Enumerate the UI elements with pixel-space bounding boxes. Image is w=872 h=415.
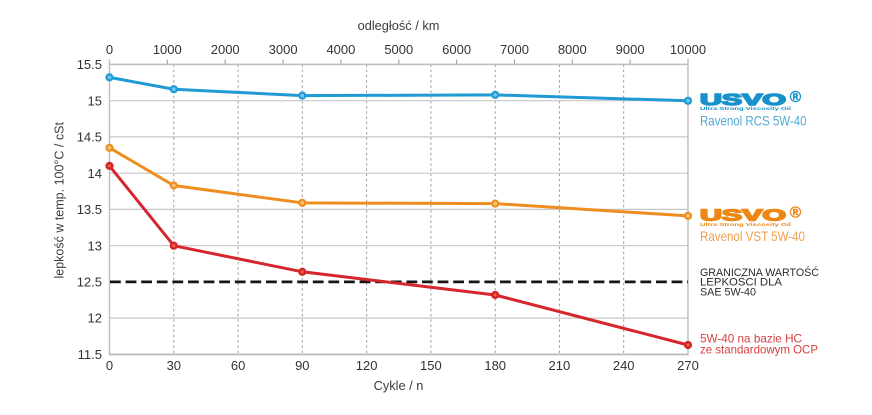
svg-text:Cykle / n: Cykle / n bbox=[374, 378, 424, 393]
svg-text:GRANICZNA WARTOŚĆ: GRANICZNA WARTOŚĆ bbox=[700, 266, 819, 279]
svg-text:5000: 5000 bbox=[384, 42, 413, 57]
svg-text:6000: 6000 bbox=[442, 42, 471, 57]
svg-text:10000: 10000 bbox=[670, 42, 706, 57]
svg-text:15: 15 bbox=[88, 93, 102, 108]
svg-text:13: 13 bbox=[88, 238, 102, 253]
svg-text:150: 150 bbox=[420, 358, 442, 373]
svg-text:4000: 4000 bbox=[326, 42, 355, 57]
svg-text:3000: 3000 bbox=[269, 42, 298, 57]
svg-text:2000: 2000 bbox=[211, 42, 240, 57]
svg-text:9000: 9000 bbox=[616, 42, 645, 57]
svg-text:14.5: 14.5 bbox=[77, 130, 102, 145]
svg-text:lepkość w temp. 100°C / cSt: lepkość w temp. 100°C / cSt bbox=[52, 122, 66, 279]
svg-text:Ravenol VST 5W-40: Ravenol VST 5W-40 bbox=[700, 228, 805, 244]
svg-text:USVO: USVO bbox=[700, 208, 786, 225]
svg-text:15.5: 15.5 bbox=[77, 57, 102, 72]
svg-text:0: 0 bbox=[106, 42, 113, 57]
svg-text:240: 240 bbox=[613, 358, 635, 373]
svg-text:12.5: 12.5 bbox=[77, 275, 102, 290]
svg-text:Ravenol RCS 5W-40: Ravenol RCS 5W-40 bbox=[700, 112, 807, 128]
svg-text:SAE 5W-40: SAE 5W-40 bbox=[700, 286, 756, 298]
svg-text:®: ® bbox=[790, 89, 802, 106]
svg-text:270: 270 bbox=[677, 358, 699, 373]
svg-text:5W-40 na bazie HC: 5W-40 na bazie HC bbox=[700, 332, 802, 346]
svg-text:®: ® bbox=[790, 205, 802, 222]
svg-text:180: 180 bbox=[484, 358, 506, 373]
svg-text:Ultra Strong Viscosity Oil: Ultra Strong Viscosity Oil bbox=[700, 106, 791, 111]
svg-text:LEPKOŚCI DLA: LEPKOŚCI DLA bbox=[700, 276, 783, 289]
svg-text:Ultra Strong Viscosity Oil: Ultra Strong Viscosity Oil bbox=[700, 222, 791, 227]
svg-text:odległość / km: odległość / km bbox=[358, 18, 440, 33]
svg-text:14: 14 bbox=[88, 166, 102, 181]
svg-text:1000: 1000 bbox=[153, 42, 182, 57]
svg-text:30: 30 bbox=[167, 358, 181, 373]
svg-text:120: 120 bbox=[356, 358, 378, 373]
svg-text:7000: 7000 bbox=[500, 42, 529, 57]
svg-text:11.5: 11.5 bbox=[78, 347, 102, 362]
svg-text:13.5: 13.5 bbox=[77, 202, 102, 217]
svg-text:ze standardowym OCP: ze standardowym OCP bbox=[700, 343, 818, 357]
svg-text:USVO: USVO bbox=[700, 92, 786, 109]
svg-text:8000: 8000 bbox=[558, 42, 587, 57]
svg-text:60: 60 bbox=[231, 358, 245, 373]
svg-text:210: 210 bbox=[549, 358, 571, 373]
svg-text:0: 0 bbox=[106, 358, 113, 373]
svg-text:90: 90 bbox=[295, 358, 309, 373]
svg-text:12: 12 bbox=[88, 311, 102, 326]
